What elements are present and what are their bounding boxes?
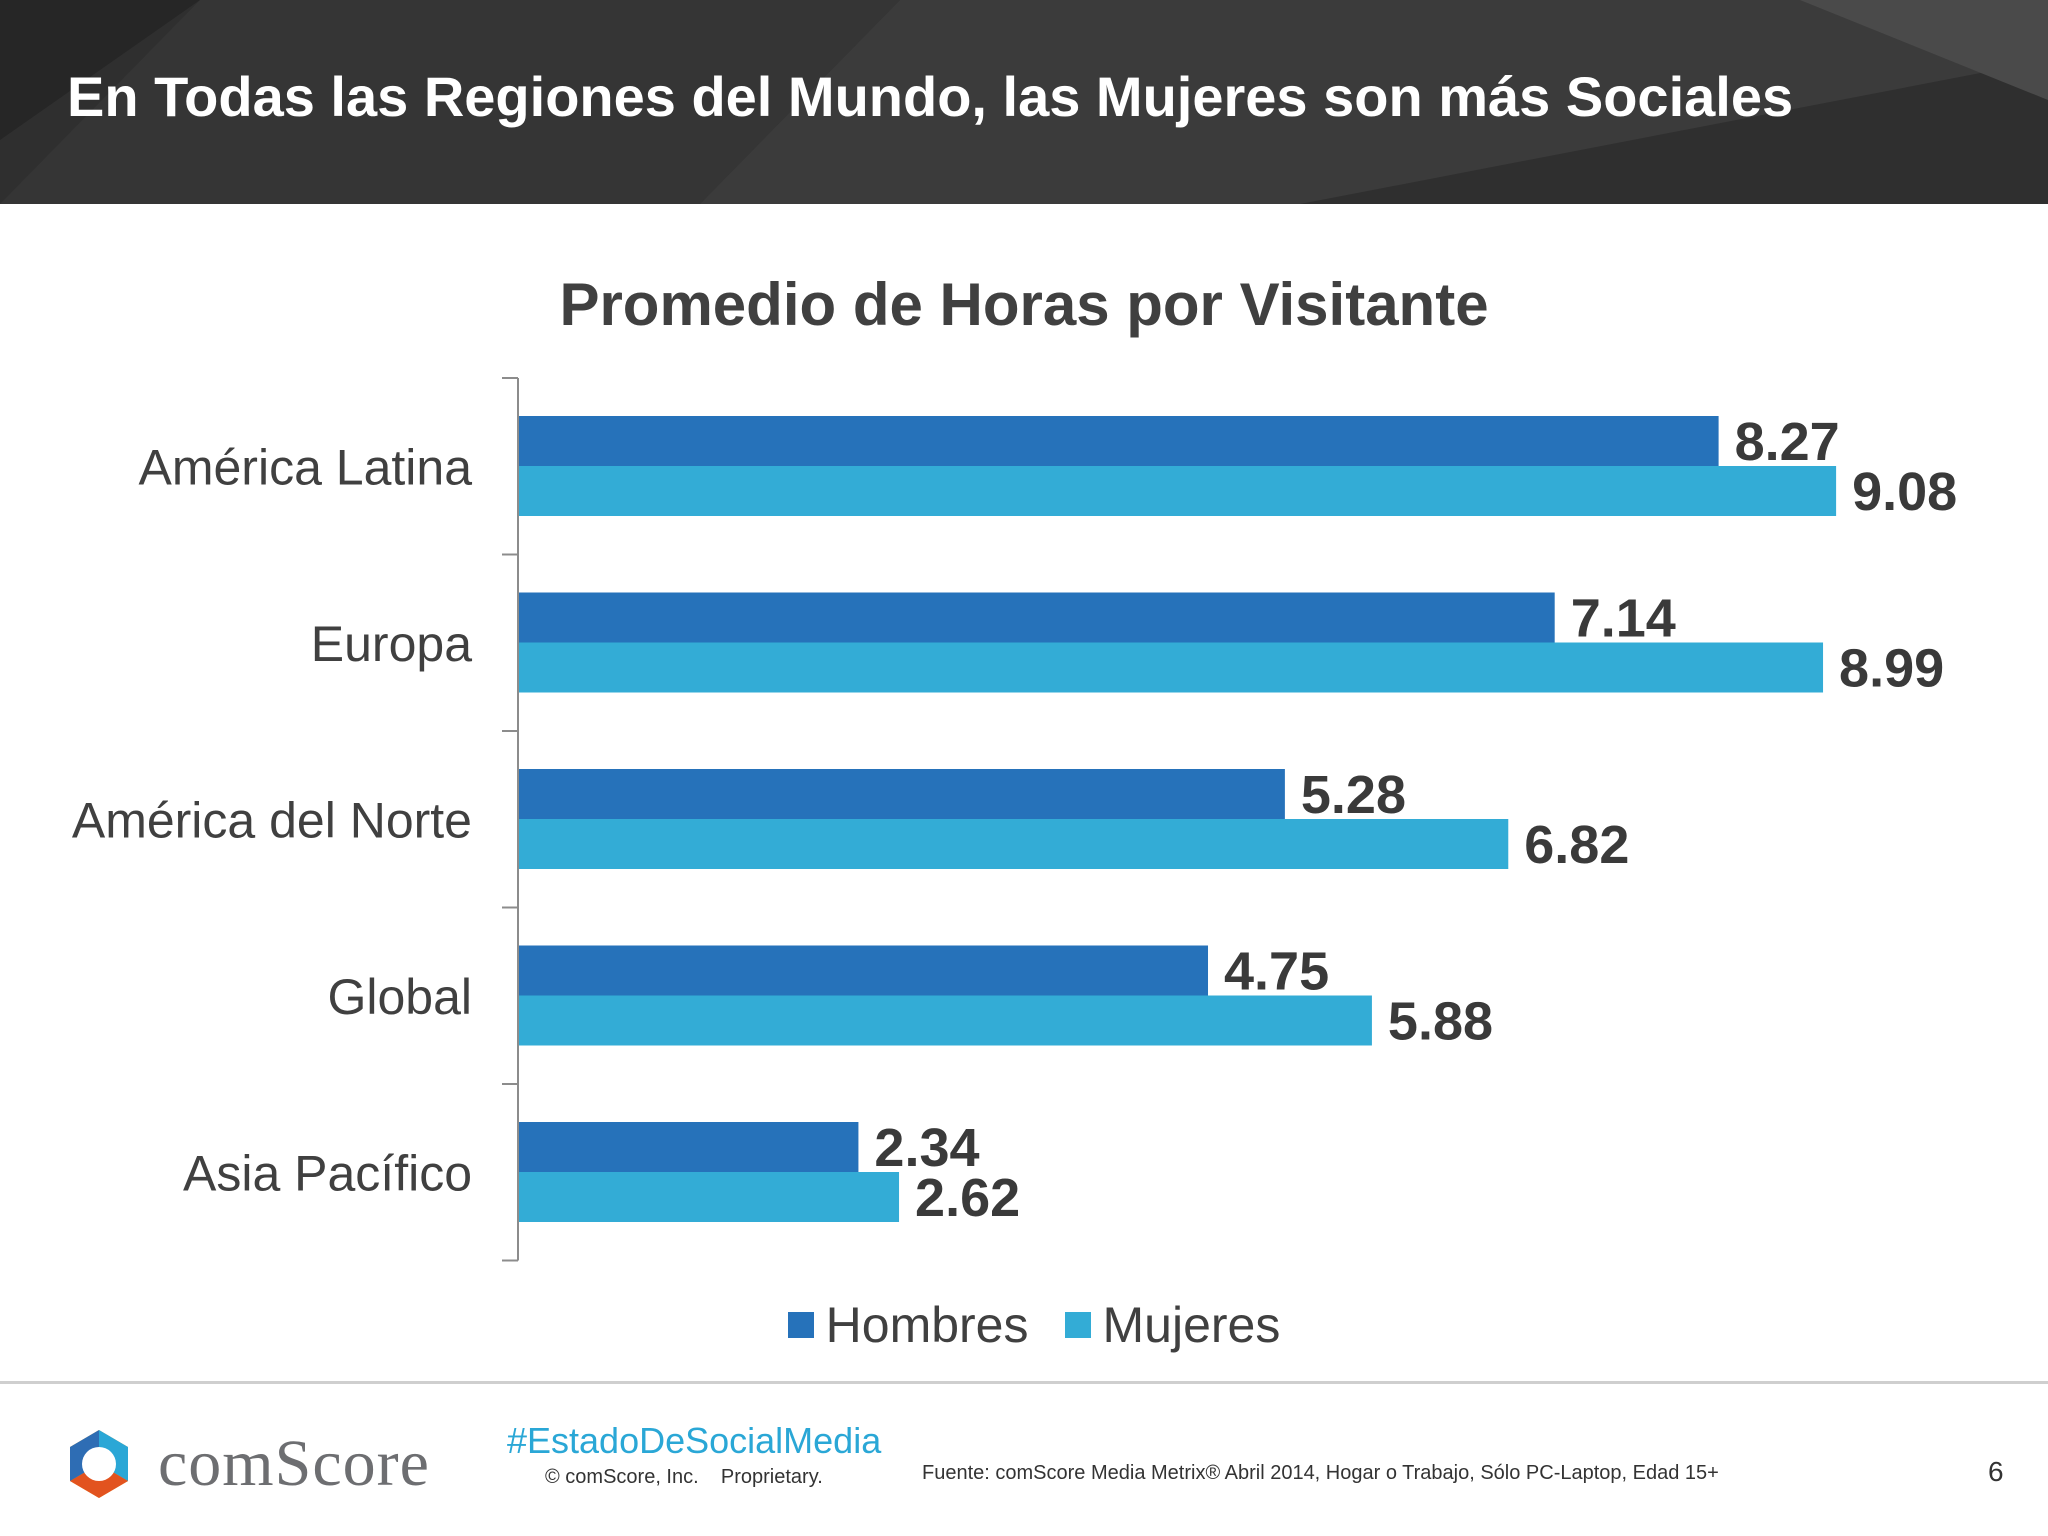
bar-mujeres bbox=[519, 466, 1837, 516]
chart-title: Promedio de Horas por Visitante bbox=[559, 271, 1489, 338]
footer bbox=[0, 1384, 2048, 1536]
slide-header: En Todas las Regiones del Mundo, las Muj… bbox=[0, 0, 2048, 204]
bar-hombres bbox=[519, 592, 1555, 643]
bar-hombres bbox=[519, 769, 1285, 819]
header-background bbox=[0, 0, 2048, 204]
data-label: 9.08 bbox=[1852, 462, 1957, 522]
copyright-text: © comScore, Inc. Proprietary. bbox=[545, 1466, 823, 1488]
bar-mujeres bbox=[519, 819, 1509, 869]
category-label: Asia Pacífico bbox=[183, 1145, 472, 1201]
data-label: 6.82 bbox=[1524, 815, 1629, 875]
chart-legend: Hombres Mujeres bbox=[0, 1296, 2048, 1354]
bar-mujeres bbox=[519, 1172, 900, 1222]
legend-swatch-hombres bbox=[787, 1312, 814, 1338]
bar-chart: América Latina 8.279.08 Europa 7.14 8.99 Amér… bbox=[72, 377, 1957, 1262]
data-label: 4.75 bbox=[1224, 942, 1329, 1002]
bar-mujeres bbox=[519, 642, 1824, 693]
data-label: 8.99 bbox=[1839, 639, 1944, 699]
data-label: 5.28 bbox=[1301, 765, 1406, 825]
data-label: 5.88 bbox=[1388, 992, 1493, 1052]
legend-item-mujeres: Mujeres bbox=[1064, 1296, 1281, 1354]
bar-hombres bbox=[519, 416, 1719, 466]
bar-hombres bbox=[519, 1122, 859, 1172]
footer-divider bbox=[0, 1381, 2048, 1384]
source-note: Fuente: comScore Media Metrix® Abril 201… bbox=[922, 1462, 1719, 1484]
legend-label-mujeres: Mujeres bbox=[1102, 1297, 1281, 1353]
data-label: 2.62 bbox=[915, 1168, 1020, 1228]
bar-hombres bbox=[519, 945, 1209, 996]
page-number: 6 bbox=[1988, 1456, 2004, 1487]
category-label: Europa bbox=[311, 616, 472, 672]
legend-swatch-mujeres bbox=[1064, 1312, 1091, 1338]
comscore-logo-text: comScore bbox=[158, 1427, 430, 1500]
legend-label-hombres: Hombres bbox=[825, 1297, 1029, 1353]
category-label: América Latina bbox=[139, 439, 473, 495]
hashtag: #EstadoDeSocialMedia bbox=[507, 1420, 882, 1461]
data-label: 7.14 bbox=[1571, 589, 1676, 649]
slide-title: En Todas las Regiones del Mundo, las Muj… bbox=[67, 65, 1794, 128]
data-label: 2.34 bbox=[874, 1118, 979, 1178]
comscore-logo-icon bbox=[70, 1430, 128, 1498]
data-label: 8.27 bbox=[1735, 412, 1840, 472]
legend-item-hombres: Hombres bbox=[787, 1296, 1029, 1354]
bar-mujeres bbox=[519, 995, 1372, 1046]
category-label: América del Norte bbox=[72, 792, 472, 848]
category-label: Global bbox=[327, 969, 472, 1025]
